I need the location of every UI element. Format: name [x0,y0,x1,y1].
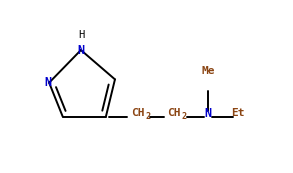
Text: CH: CH [131,108,144,118]
Text: CH: CH [167,108,181,118]
Text: 2: 2 [145,112,150,121]
Text: Me: Me [201,66,215,76]
Text: 2: 2 [181,112,187,121]
Text: Et: Et [231,108,244,118]
Text: N: N [205,107,212,120]
Text: H: H [78,30,84,40]
Text: N: N [45,76,52,89]
Text: N: N [77,44,84,57]
